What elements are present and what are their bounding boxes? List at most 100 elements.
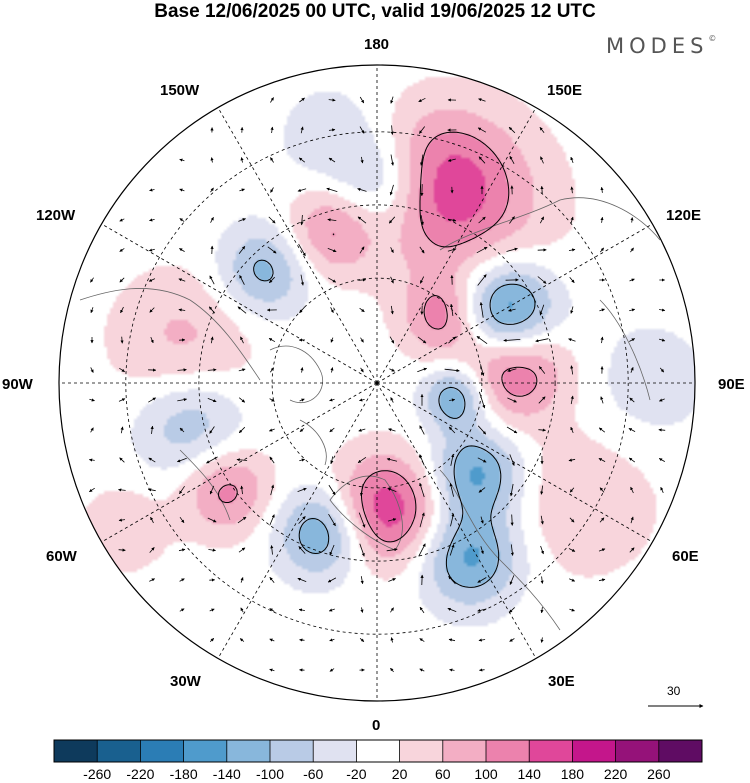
wind-vector bbox=[88, 458, 95, 462]
wind-vector bbox=[90, 427, 94, 433]
wind-vector bbox=[540, 485, 544, 495]
wind-vector bbox=[503, 338, 521, 342]
wind-vector bbox=[270, 157, 274, 163]
colorbar-swatch bbox=[183, 740, 228, 762]
wind-vector bbox=[477, 608, 487, 612]
wind-vector bbox=[540, 607, 544, 614]
wind-vector bbox=[450, 453, 455, 466]
wind-vector bbox=[479, 301, 484, 318]
wind-vector bbox=[389, 336, 395, 344]
wind-vector bbox=[476, 246, 488, 254]
wind-vector bbox=[449, 668, 455, 672]
wind-vector bbox=[509, 575, 515, 585]
wind-vector bbox=[329, 638, 335, 642]
wind-vector bbox=[90, 367, 94, 373]
wind-vector bbox=[89, 487, 95, 493]
wind-vector bbox=[328, 608, 335, 612]
wind-vector bbox=[570, 426, 574, 434]
wind-vector bbox=[357, 456, 367, 464]
colorbar-swatch bbox=[140, 740, 184, 762]
wind-vector bbox=[480, 364, 485, 377]
wind-vector bbox=[540, 185, 544, 194]
wind-vector bbox=[509, 607, 515, 613]
wind-vector bbox=[506, 247, 518, 252]
wind-vector bbox=[326, 187, 338, 192]
wind-vector bbox=[539, 127, 545, 133]
wind-vector bbox=[210, 187, 214, 193]
wind-vector bbox=[238, 547, 246, 553]
lon-label-180: 180 bbox=[364, 36, 390, 53]
wind-vector bbox=[120, 426, 124, 434]
lon-label-120w: 120W bbox=[36, 207, 76, 224]
colorbar-swatch bbox=[270, 740, 314, 762]
wind-vector bbox=[358, 512, 366, 528]
wind-vector bbox=[329, 398, 335, 402]
wind-vector bbox=[298, 516, 306, 524]
colorbar-tick-label: 60 bbox=[435, 766, 451, 782]
wind-vector bbox=[210, 157, 214, 163]
lon-label-60w: 60W bbox=[46, 548, 77, 565]
wind-vector bbox=[540, 545, 544, 555]
wind-vector bbox=[269, 638, 275, 642]
wind-vector bbox=[150, 425, 154, 434]
wind-vector bbox=[599, 517, 605, 523]
wind-vector bbox=[478, 98, 486, 102]
wind-vector bbox=[178, 308, 186, 312]
wind-vector bbox=[179, 218, 185, 222]
wind-vector bbox=[328, 484, 336, 496]
wind-vector bbox=[630, 217, 634, 223]
wind-vector bbox=[329, 427, 335, 433]
wind-vector bbox=[390, 154, 395, 166]
colorbar-tick-label: 260 bbox=[647, 766, 671, 782]
wind-vector bbox=[148, 248, 155, 252]
wind-vector bbox=[598, 427, 606, 433]
wind-vector bbox=[298, 243, 306, 257]
wind-vector bbox=[535, 338, 549, 343]
wind-vector bbox=[298, 157, 306, 163]
lon-label-30w: 30W bbox=[170, 673, 201, 690]
wind-vector bbox=[150, 336, 154, 344]
wind-vector bbox=[329, 544, 335, 556]
wind-vector bbox=[538, 366, 546, 374]
wind-vector bbox=[507, 368, 517, 373]
wind-vector bbox=[478, 216, 486, 224]
wind-vector bbox=[360, 367, 364, 373]
wind-vector bbox=[298, 546, 306, 554]
wind-vector bbox=[359, 307, 365, 313]
wind-vector bbox=[299, 398, 305, 402]
wind-vector bbox=[179, 158, 185, 162]
wind-vector bbox=[537, 276, 547, 284]
coastline-greenland bbox=[329, 475, 403, 551]
wind-vector bbox=[539, 216, 545, 224]
wind-vector bbox=[540, 515, 544, 525]
wind-vector bbox=[210, 336, 214, 344]
wind-vector bbox=[478, 156, 486, 164]
brand-mark: © bbox=[708, 34, 717, 43]
wind-vector bbox=[570, 365, 574, 375]
wind-vector bbox=[209, 275, 215, 285]
wind-vector bbox=[119, 367, 125, 373]
wind-vector bbox=[419, 606, 425, 614]
wind-vector bbox=[449, 398, 456, 402]
wind-vector bbox=[386, 457, 398, 462]
wind-vector bbox=[270, 126, 274, 134]
wind-vector bbox=[389, 184, 394, 196]
colorbar-tick-label: -140 bbox=[212, 766, 241, 782]
wind-vector bbox=[209, 485, 215, 495]
map-title: Base 12/06/2025 00 UTC, valid 19/06/2025… bbox=[154, 1, 596, 22]
wind-vector bbox=[297, 577, 307, 582]
wind-vector bbox=[658, 428, 666, 432]
colorbar-swatch bbox=[313, 740, 357, 762]
wind-vector bbox=[177, 457, 187, 463]
wind-vector bbox=[240, 485, 244, 495]
wind-vector bbox=[630, 516, 634, 524]
colorbar-swatch bbox=[54, 740, 98, 762]
wind-vector bbox=[269, 668, 275, 672]
wind-vector bbox=[120, 336, 124, 344]
wind-vector bbox=[658, 458, 665, 462]
wind-vector bbox=[178, 548, 186, 552]
colorbar-tick-label: 180 bbox=[560, 766, 585, 782]
wind-vector bbox=[629, 278, 635, 282]
wind-vector bbox=[328, 128, 336, 132]
colorbar-swatch bbox=[486, 740, 530, 762]
